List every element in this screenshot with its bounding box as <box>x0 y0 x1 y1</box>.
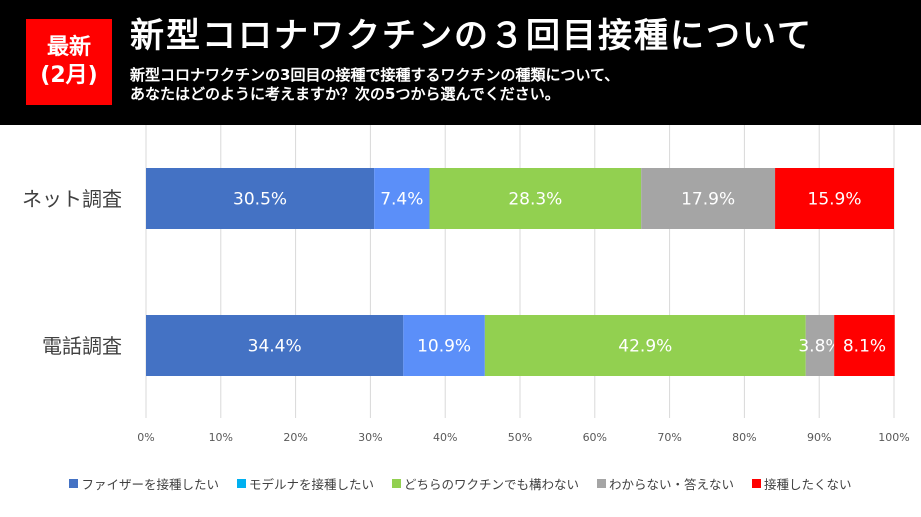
legend-swatch <box>236 479 246 488</box>
data-label: 8.1% <box>843 337 886 357</box>
badge-label-latest: 最新 <box>46 35 91 60</box>
header-banner: 最新 (2月) 新型コロナワクチンの３回目接種について 新型コロナワクチンの3回… <box>0 0 921 125</box>
x-axis-ticks: 0% 10% 20% 30% 40% 50% 60% 70% 80% 90% 100% <box>137 431 909 444</box>
category-label: ネット調査 <box>22 187 122 211</box>
data-label: 7.4% <box>380 190 423 210</box>
x-tick-label: 70% <box>657 431 681 444</box>
x-tick-label: 20% <box>283 431 307 444</box>
data-label: 28.3% <box>508 190 562 210</box>
latest-badge: 最新 (2月) <box>26 19 112 105</box>
x-tick-label: 40% <box>433 431 457 444</box>
data-label: 34.4% <box>248 337 302 357</box>
x-tick-label: 80% <box>732 431 756 444</box>
bar-segment <box>484 315 806 376</box>
x-tick-label: 100% <box>878 431 909 444</box>
bar-segment <box>403 315 485 376</box>
x-tick-label: 50% <box>508 431 532 444</box>
legend-swatch <box>69 479 79 488</box>
question-line-2: あなたはどのように考えますか？次の5つから選んでください。 <box>130 85 560 103</box>
question-text: 新型コロナワクチンの3回目の接種で接種するワクチンの種類について、 あなたはどの… <box>130 66 619 104</box>
legend-item: 接種したくない <box>752 474 852 493</box>
bar-segment <box>834 315 895 376</box>
question-line-1: 新型コロナワクチンの3回目の接種で接種するワクチンの種類について、 <box>130 66 620 84</box>
data-label: 10.9% <box>417 337 471 357</box>
x-tick-label: 90% <box>807 431 831 444</box>
x-tick-label: 30% <box>358 431 382 444</box>
stacked-bar-chart: 30.5% 7.4% 28.3% 17.9% 15.9% 34.4% 10.9% 42.9% 3… <box>22 125 910 444</box>
data-label: 42.9% <box>618 337 672 357</box>
data-label: 17.9% <box>681 190 735 210</box>
x-tick-label: 0% <box>137 431 154 444</box>
bar-segment <box>374 168 430 229</box>
x-tick-label: 60% <box>583 431 607 444</box>
legend-label: 接種したくない <box>764 477 852 492</box>
category-label: 電話調査 <box>42 334 122 358</box>
page-title: 新型コロナワクチンの３回目接種について <box>130 16 813 56</box>
legend: ファイザーを接種したい モデルナを接種したい どちらのワクチンでも構わない わからない… <box>0 474 921 493</box>
legend-swatch <box>752 479 762 488</box>
bar-segment <box>641 168 776 229</box>
legend-item: わからない・答えない <box>597 474 734 493</box>
legend-item: モデルナを接種したい <box>236 474 374 493</box>
bar-segment <box>805 315 835 376</box>
legend-swatch <box>391 479 401 488</box>
bar-segment <box>146 168 375 229</box>
x-tick-label: 10% <box>209 431 233 444</box>
legend-item: ファイザーを接種したい <box>69 474 219 493</box>
data-label: 30.5% <box>233 190 287 210</box>
legend-label: モデルナを接種したい <box>248 477 374 492</box>
legend-swatch <box>597 479 606 488</box>
bar-segment <box>146 315 404 376</box>
data-label: 3.8% <box>798 337 841 357</box>
legend-label: ファイザーを接種したい <box>81 477 219 492</box>
bar-segment <box>775 168 894 229</box>
badge-label-month: (2月) <box>40 63 98 88</box>
data-label: 15.9% <box>808 190 862 210</box>
legend-item: どちらのワクチンでも構わない <box>391 474 579 493</box>
legend-label: どちらのワクチンでも構わない <box>403 477 579 492</box>
bars: 30.5% 7.4% 28.3% 17.9% 15.9% 34.4% 10.9% 42.9% 3… <box>146 168 895 376</box>
bar-segment <box>429 168 642 229</box>
legend-label: わからない・答えない <box>609 477 735 492</box>
